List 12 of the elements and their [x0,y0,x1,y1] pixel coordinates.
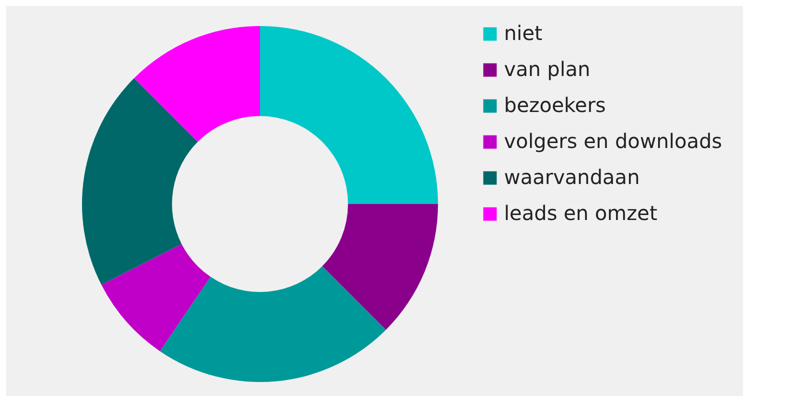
legend-label: niet [504,21,543,45]
donut-slice [134,26,260,142]
legend-label: volgers en downloads [504,129,722,153]
donut-slice [322,204,438,330]
legend-label: van plan [504,57,590,81]
legend-label: bezoekers [504,93,606,117]
donut-slice [82,78,198,285]
donut-slice [101,244,211,352]
legend-label: waarvandaan [504,165,640,189]
donut-slice [260,26,438,204]
legend-label: leads en omzet [504,201,658,225]
donut-slice [160,266,386,382]
